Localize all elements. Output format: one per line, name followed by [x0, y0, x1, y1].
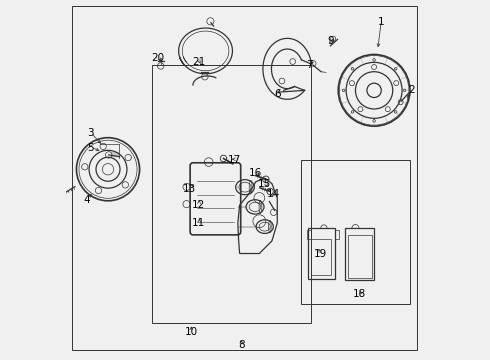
Text: 7: 7	[306, 60, 313, 70]
Text: 9: 9	[328, 36, 334, 46]
Bar	[345, 228, 374, 280]
Text: 11: 11	[192, 218, 205, 228]
Bar	[307, 230, 311, 239]
Text: 19: 19	[314, 248, 327, 258]
Text: 10: 10	[185, 327, 198, 337]
Bar	[152, 65, 311, 323]
Bar	[348, 235, 371, 278]
Text: 6: 6	[274, 89, 281, 99]
Bar	[308, 228, 335, 279]
Text: 4: 4	[83, 195, 90, 205]
Bar	[311, 239, 331, 275]
Text: 18: 18	[353, 289, 367, 299]
Text: 13: 13	[183, 184, 196, 194]
Text: 1: 1	[378, 17, 385, 27]
Bar	[335, 230, 339, 239]
Text: 2: 2	[409, 85, 415, 95]
Bar	[300, 160, 410, 304]
Text: 12: 12	[192, 200, 205, 210]
Text: 21: 21	[192, 57, 205, 67]
Text: 16: 16	[248, 168, 262, 178]
Text: 3: 3	[88, 129, 94, 138]
Text: 20: 20	[151, 53, 165, 63]
Text: 5: 5	[87, 143, 94, 153]
Text: 15: 15	[258, 179, 271, 189]
Text: 8: 8	[238, 340, 245, 350]
Text: 14: 14	[267, 189, 280, 199]
Text: 17: 17	[228, 155, 241, 165]
